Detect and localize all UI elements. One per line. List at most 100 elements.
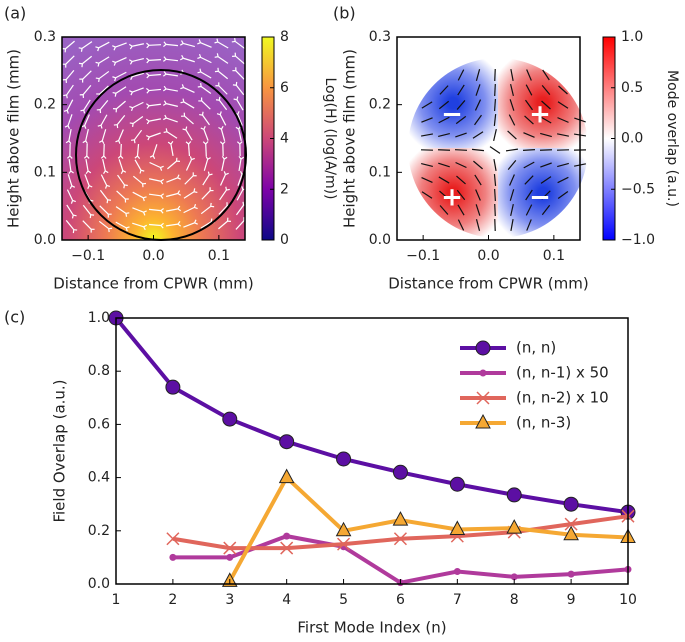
field-arrowhead	[177, 221, 182, 227]
sign-annotation: +	[441, 183, 463, 213]
field-arrow	[148, 88, 162, 92]
field-arrow	[493, 129, 497, 141]
field-arrow	[165, 58, 179, 62]
x-tick-label: 6	[396, 592, 405, 608]
panel-label: (b)	[333, 4, 356, 23]
field-arrowhead	[215, 96, 221, 101]
field-arrowhead	[95, 61, 100, 67]
field-arrow	[67, 114, 73, 126]
field-arrowhead	[97, 124, 103, 129]
heatmap-image	[408, 58, 588, 238]
field-arrow	[457, 84, 465, 96]
y-axis-label: Height above film (mm)	[5, 49, 23, 228]
field-arrow	[84, 114, 90, 126]
field-arrowhead	[199, 111, 204, 116]
field-arrow	[525, 189, 533, 201]
point-marker	[563, 496, 579, 512]
field-arrowhead	[124, 198, 129, 203]
field-arrowhead	[146, 57, 150, 64]
field-arrowhead	[197, 39, 202, 45]
field-arrow	[493, 113, 497, 127]
field-arrow	[217, 70, 229, 80]
field-arrowhead	[143, 224, 148, 231]
field-arrow	[187, 143, 191, 157]
y-axis-label: Height above film (mm)	[341, 49, 359, 228]
point-marker	[563, 525, 579, 541]
field-arrow	[166, 192, 178, 198]
field-arrow	[540, 116, 552, 124]
point-marker	[280, 541, 294, 555]
x-tick-label: 1	[112, 592, 121, 608]
field-arrowhead	[146, 134, 150, 141]
field-arrow	[167, 160, 177, 170]
field-arrow	[236, 189, 244, 201]
field-arrow	[235, 70, 245, 80]
colorbar-tick-label: 0.0	[621, 131, 643, 147]
y-tick-label: 0.8	[88, 363, 110, 379]
field-arrow	[102, 159, 106, 171]
field-arrow	[101, 129, 107, 141]
field-arrow	[183, 101, 195, 109]
field-arrowhead	[82, 140, 88, 145]
field-arrowhead	[223, 171, 229, 176]
field-arrowhead	[216, 111, 222, 116]
field-arrow	[456, 175, 466, 185]
field-arrowhead	[129, 122, 134, 127]
field-arrowhead	[181, 112, 186, 117]
field-arrowhead	[214, 67, 219, 73]
field-arrow	[475, 69, 481, 81]
x-tick-label: 3	[225, 592, 234, 608]
field-arrowhead	[177, 205, 182, 212]
field-arrow	[540, 176, 552, 184]
field-arrowhead	[63, 94, 68, 99]
field-arrow	[421, 101, 433, 109]
x-tick-label: 4	[282, 592, 291, 608]
field-arrowhead	[63, 109, 69, 114]
field-arrowhead	[68, 170, 74, 175]
field-arrow	[507, 159, 517, 171]
field-arrow	[217, 41, 229, 49]
field-arrow	[235, 220, 245, 230]
y-tick-label: 0.4	[88, 470, 110, 486]
colorbar-tick-label: −0.5	[621, 181, 655, 197]
legend-label: (n, n)	[516, 339, 556, 357]
field-arrow	[235, 204, 245, 216]
field-arrow	[82, 85, 92, 95]
point-marker	[510, 573, 518, 581]
field-arrow	[68, 158, 72, 172]
point-marker	[222, 411, 238, 427]
point-marker	[506, 487, 522, 503]
legend-label: (n, n-2) x 10	[516, 389, 609, 407]
field-arrowhead	[180, 98, 185, 104]
field-arrow	[557, 190, 569, 200]
field-arrowhead	[160, 222, 164, 229]
field-arrow	[474, 99, 482, 111]
field-arrowhead	[107, 213, 112, 218]
sign-annotation: +	[529, 100, 551, 130]
field-arrow	[118, 129, 124, 141]
field-arrow	[100, 114, 108, 126]
field-arrowhead	[69, 185, 76, 190]
field-arrowhead	[67, 155, 73, 159]
field-arrowhead	[99, 140, 105, 145]
field-arrowhead	[128, 59, 133, 65]
field-arrow	[475, 219, 481, 231]
y-tick-label: 0.2	[369, 97, 391, 113]
field-arrowhead	[80, 109, 86, 114]
field-arrow	[148, 44, 162, 46]
field-arrowhead	[238, 155, 245, 160]
field-arrow	[438, 116, 450, 124]
field-arrow	[205, 143, 207, 157]
field-arrowhead	[70, 199, 76, 204]
field-arrowhead	[123, 184, 128, 189]
point-marker	[393, 532, 407, 546]
field-arrow	[523, 132, 535, 138]
field-arrowhead	[134, 155, 141, 159]
field-arrowhead	[149, 155, 156, 159]
field-arrow	[522, 149, 536, 151]
field-arrow	[68, 128, 72, 142]
field-arrow	[439, 190, 449, 200]
field-arrow	[455, 115, 467, 125]
point-marker	[475, 340, 491, 356]
field-arrow	[66, 99, 74, 111]
